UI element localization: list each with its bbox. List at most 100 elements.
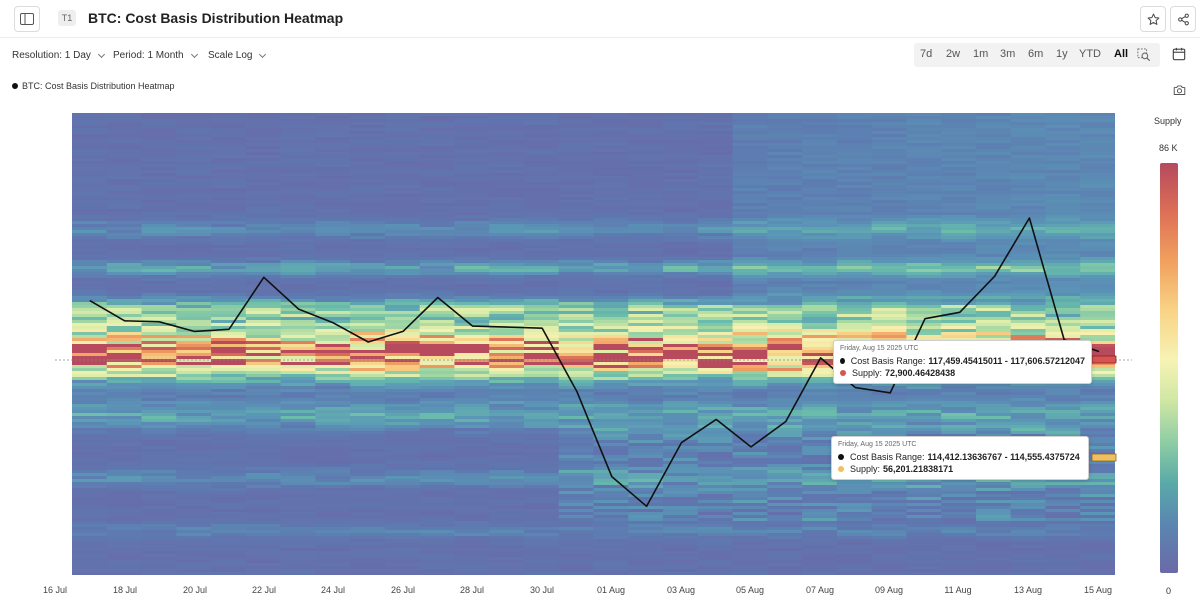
heatmap-cell <box>489 278 525 282</box>
heatmap-cell <box>767 467 803 471</box>
heatmap-cell <box>489 242 525 246</box>
heatmap-cell <box>663 194 699 198</box>
heatmap-cell <box>419 299 456 303</box>
heatmap-cell <box>663 533 699 537</box>
heatmap-cell <box>975 308 1012 312</box>
heatmap-cell <box>419 500 456 504</box>
range-1y[interactable]: 1y <box>1056 48 1068 60</box>
x-tick-label: 15 Aug <box>1083 585 1113 595</box>
heatmap-cell <box>732 473 768 477</box>
range-6m[interactable]: 6m <box>1028 48 1044 60</box>
chart-legend[interactable]: BTC: Cost Basis Distribution Heatmap <box>12 81 175 91</box>
range-1m[interactable]: 1m <box>973 48 989 60</box>
range-3m[interactable]: 3m <box>1000 48 1016 60</box>
heatmap-cell <box>523 449 560 453</box>
sidebar-toggle-button[interactable] <box>14 6 40 32</box>
heatmap-cell <box>280 479 316 483</box>
heatmap-cell <box>245 470 282 474</box>
heatmap-cell <box>489 134 525 138</box>
heatmap-cell <box>454 371 490 375</box>
heatmap-cell <box>906 386 942 390</box>
camera-icon[interactable] <box>1173 84 1186 96</box>
heatmap-cell <box>871 506 907 510</box>
heatmap-cell <box>245 236 282 240</box>
heatmap-cell <box>906 317 942 321</box>
scale-dropdown[interactable]: Scale Log <box>208 50 267 61</box>
heatmap-cell <box>975 422 1012 426</box>
heatmap-cell <box>802 548 838 552</box>
heatmap-cell <box>1080 176 1115 180</box>
heatmap-cell <box>419 458 456 462</box>
heatmap-cell <box>697 521 734 525</box>
heatmap-cell <box>245 497 282 501</box>
heatmap-cell <box>315 434 351 438</box>
heatmap-cell <box>975 284 1012 288</box>
heatmap-cell <box>106 158 143 162</box>
calendar-icon[interactable] <box>1172 47 1186 61</box>
heatmap-cell <box>558 347 595 351</box>
heatmap-cell <box>802 536 838 540</box>
heatmap-cell <box>836 281 873 285</box>
heatmap-cell <box>906 512 942 516</box>
heatmap-cell <box>245 350 282 354</box>
heatmap-cell <box>767 146 803 150</box>
heatmap-cell <box>419 284 456 288</box>
heatmap-cell <box>245 149 282 153</box>
heatmap-cell <box>384 470 421 474</box>
heatmap-cell <box>245 287 282 291</box>
heatmap-cell <box>732 419 768 423</box>
heatmap-cell <box>1010 386 1047 390</box>
heatmap-cell <box>315 518 351 522</box>
heatmap-cell <box>176 227 212 231</box>
heatmap-cell <box>663 389 699 393</box>
heatmap-cell <box>732 389 768 393</box>
heatmap-cell <box>489 431 525 435</box>
heatmap-cell <box>732 122 768 126</box>
heatmap-cell <box>1080 128 1115 132</box>
heatmap-cell <box>176 281 212 285</box>
heatmap-cell <box>767 455 803 459</box>
heatmap-cell <box>315 401 351 405</box>
heatmap-cell <box>315 284 351 288</box>
heatmap-cell <box>628 518 664 522</box>
heatmap-cell <box>350 512 386 516</box>
heatmap-cell <box>141 272 177 276</box>
heatmap-cell <box>1080 212 1115 216</box>
heatmap-cell <box>732 377 768 381</box>
range-2w[interactable]: 2w <box>946 48 961 60</box>
heatmap-cell <box>871 122 907 126</box>
heatmap-cell <box>72 281 108 285</box>
zoom-icon[interactable] <box>1137 48 1151 62</box>
heatmap-cell <box>454 203 490 207</box>
heatmap-cell <box>211 359 247 363</box>
heatmap-cell <box>558 515 595 519</box>
heatmap-cell <box>141 323 177 327</box>
heatmap-cell <box>523 542 560 546</box>
heatmap-cell <box>558 452 595 456</box>
heatmap-cell <box>941 320 977 324</box>
favorite-button[interactable] <box>1140 6 1166 32</box>
heatmap-cell <box>245 368 282 372</box>
heatmap-cell <box>663 446 699 450</box>
share-button[interactable] <box>1170 6 1196 32</box>
heatmap-cell <box>454 512 490 516</box>
heatmap-cell <box>941 563 977 567</box>
range-7d[interactable]: 7d <box>920 48 933 60</box>
period-dropdown[interactable]: Period: 1 Month <box>113 50 198 61</box>
heatmap-cell <box>350 524 386 528</box>
range-all[interactable]: All <box>1114 48 1129 60</box>
range-ytd[interactable]: YTD <box>1079 48 1101 60</box>
heatmap-cell <box>732 167 768 171</box>
heatmap-cell <box>72 515 108 519</box>
heatmap-cell <box>871 287 907 291</box>
heatmap-cell <box>523 515 560 519</box>
heatmap-cell <box>1045 488 1081 492</box>
heatmap-cell <box>697 119 734 123</box>
heatmap-cell <box>280 380 316 384</box>
resolution-dropdown[interactable]: Resolution: 1 Day <box>12 50 105 61</box>
heatmap-cell <box>523 173 560 177</box>
heatmap-cell <box>245 164 282 168</box>
heatmap-cell <box>732 173 768 177</box>
heatmap-cell <box>663 236 699 240</box>
heatmap-cell <box>628 401 664 405</box>
